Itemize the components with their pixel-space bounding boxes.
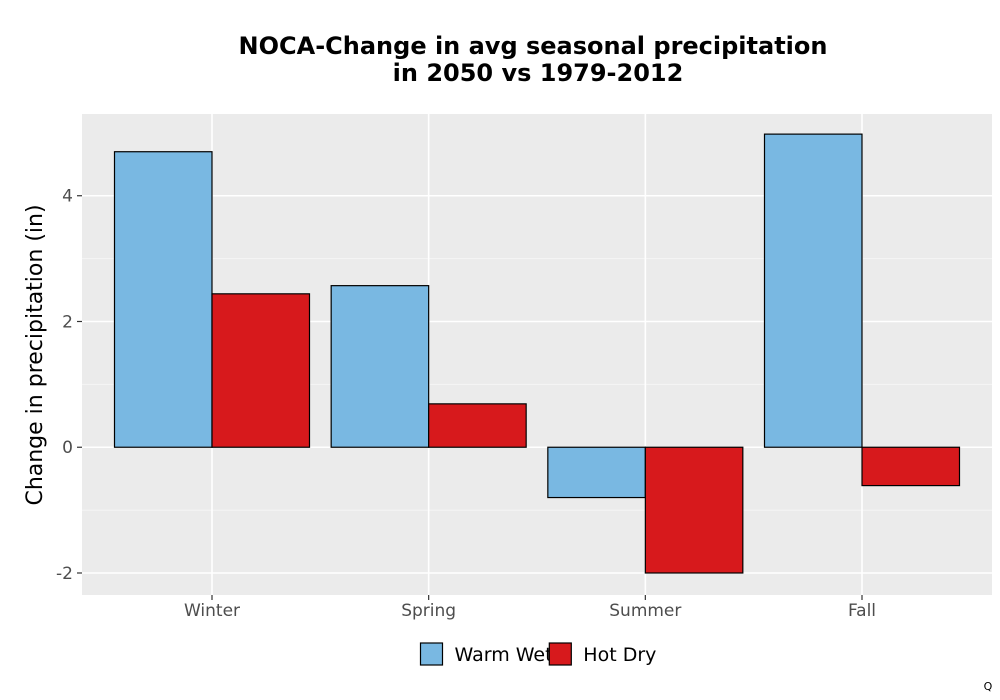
bar-warm-wet-winter <box>113 151 213 448</box>
chart-title-line-1: NOCA-Change in avg seasonal precipitatio… <box>239 32 828 60</box>
x-tick-label-summer: Summer <box>609 601 681 621</box>
legend-key-warm-wet <box>419 642 444 666</box>
legend-label-warm-wet: Warm Wet <box>455 644 553 666</box>
bar-hot-dry-summer <box>644 446 744 574</box>
chart-title-line-2: in 2050 vs 1979-2012 <box>393 59 684 87</box>
bar-warm-wet-summer <box>547 446 646 499</box>
chart-title: NOCA-Change in avg seasonal precipitatio… <box>239 32 828 87</box>
y-axis-title: Change in precipitation (in) <box>23 204 48 505</box>
legend-key-hot-dry <box>548 642 572 666</box>
bar-hot-dry-fall <box>861 446 961 487</box>
bar-hot-dry-winter <box>211 293 311 448</box>
y-tick-label: 2 <box>62 312 73 332</box>
bar-warm-wet-spring <box>330 285 430 448</box>
y-tick-label: -2 <box>56 564 73 584</box>
x-tick-label-spring: Spring <box>401 601 456 621</box>
legend: Warm Wet Hot Dry <box>419 642 656 666</box>
x-tick-label-winter: Winter <box>184 601 240 621</box>
bar-hot-dry-spring <box>428 403 527 448</box>
corner-mark: Q <box>984 680 993 693</box>
x-tick-label-fall: Fall <box>848 601 876 621</box>
y-tick-label: 0 <box>62 438 73 458</box>
x-axis-ticks: Winter Spring Summer Fall <box>184 595 876 621</box>
y-axis-ticks: -2 0 2 4 <box>56 187 82 584</box>
bars <box>113 133 961 574</box>
y-tick-label: 4 <box>62 187 73 207</box>
bar-warm-wet-fall <box>763 133 863 448</box>
legend-label-hot-dry: Hot Dry <box>583 644 656 666</box>
